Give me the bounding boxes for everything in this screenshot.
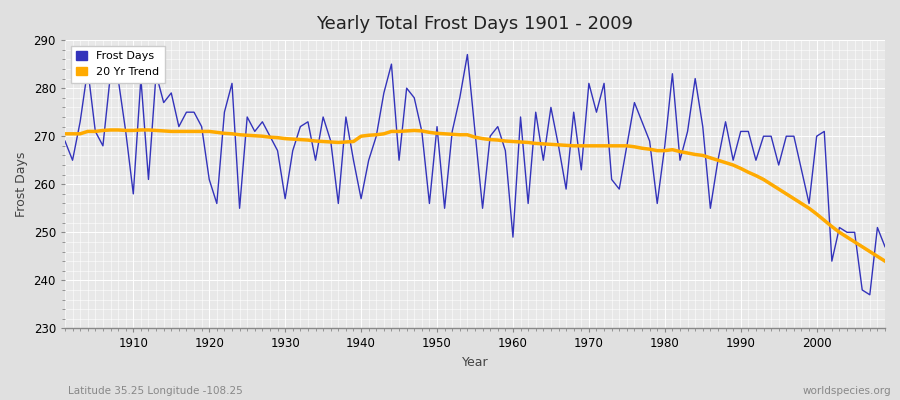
Text: Latitude 35.25 Longitude -108.25: Latitude 35.25 Longitude -108.25 — [68, 386, 242, 396]
Title: Yearly Total Frost Days 1901 - 2009: Yearly Total Frost Days 1901 - 2009 — [317, 15, 634, 33]
X-axis label: Year: Year — [462, 356, 489, 369]
Text: worldspecies.org: worldspecies.org — [803, 386, 891, 396]
Y-axis label: Frost Days: Frost Days — [15, 152, 28, 217]
Legend: Frost Days, 20 Yr Trend: Frost Days, 20 Yr Trend — [70, 46, 165, 82]
